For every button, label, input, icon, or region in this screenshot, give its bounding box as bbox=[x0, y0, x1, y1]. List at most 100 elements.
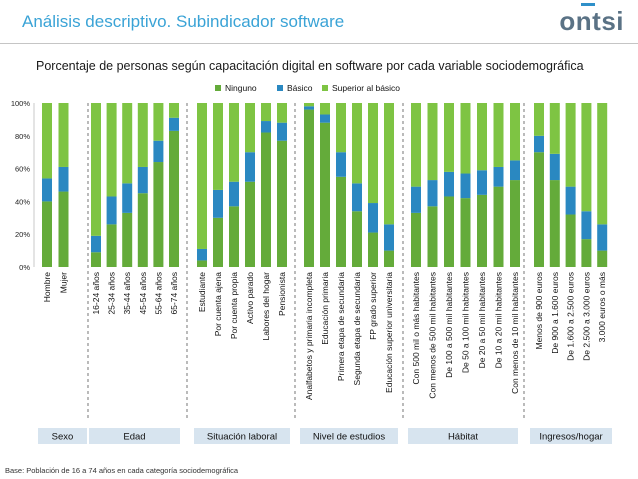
bar-basico bbox=[42, 178, 52, 202]
bar-basico bbox=[411, 186, 421, 213]
bar-superior bbox=[91, 103, 101, 236]
footnote: Base: Población de 16 a 74 años en cada … bbox=[5, 466, 239, 475]
bar-ninguno bbox=[197, 260, 207, 267]
bar-ninguno bbox=[352, 211, 362, 267]
category-label: 65-74 años bbox=[169, 272, 179, 315]
bar-basico bbox=[304, 106, 314, 110]
bar-superior bbox=[352, 103, 362, 184]
bar-superior bbox=[384, 103, 394, 225]
bar-basico bbox=[427, 180, 438, 207]
category-label: Estudiante bbox=[197, 272, 207, 312]
bar-superior bbox=[549, 103, 560, 154]
bar-ninguno bbox=[91, 252, 101, 267]
category-label: 3.000 euros o más bbox=[597, 272, 607, 342]
category-label: De 900 a 1.600 euros bbox=[550, 272, 560, 354]
bar-superior bbox=[460, 103, 471, 174]
category-label: De 20 a 50 mil habitantes bbox=[477, 272, 487, 368]
chart-title: Porcentaje de personas según capacitació… bbox=[36, 59, 584, 73]
bar-superior bbox=[320, 103, 330, 115]
y-tick-label: 80% bbox=[15, 132, 30, 141]
bar-basico bbox=[245, 152, 255, 182]
bar-superior bbox=[277, 103, 287, 123]
group-label-box bbox=[408, 428, 518, 444]
bar-ninguno bbox=[245, 181, 255, 267]
y-tick-label: 20% bbox=[15, 230, 30, 239]
ontsi-logo: ontsi bbox=[559, 3, 624, 37]
bar-ninguno bbox=[336, 176, 346, 267]
bar-ninguno bbox=[137, 193, 148, 267]
bar-basico bbox=[460, 173, 471, 199]
bar-basico bbox=[58, 166, 69, 192]
group-label-box bbox=[38, 428, 87, 444]
bar-basico bbox=[444, 171, 454, 197]
bar-superior bbox=[368, 103, 378, 204]
category-label: Menos de 900 euros bbox=[534, 272, 544, 350]
bar-basico bbox=[384, 224, 394, 251]
header-divider bbox=[0, 43, 638, 44]
category-label: Mujer bbox=[59, 272, 69, 293]
bar-basico bbox=[510, 160, 520, 181]
bar-ninguno bbox=[320, 122, 330, 268]
bar-basico bbox=[229, 181, 239, 207]
bar-basico bbox=[352, 183, 362, 212]
category-label: Segunda etapa de secundaria bbox=[352, 272, 362, 386]
category-label: Con menos de 10 mil habitantes bbox=[510, 272, 520, 394]
page-title: Análisis descriptivo. Subindicador softw… bbox=[22, 12, 345, 31]
group-label: Nivel de estudios bbox=[313, 432, 386, 443]
legend-swatch bbox=[215, 85, 221, 91]
bar-superior bbox=[427, 103, 438, 181]
category-label: 35-44 años bbox=[122, 272, 132, 315]
bar-basico bbox=[277, 122, 287, 141]
bar-basico bbox=[493, 166, 504, 187]
bar-basico bbox=[91, 235, 101, 253]
bar-basico bbox=[197, 248, 207, 261]
bar-superior bbox=[411, 103, 421, 187]
bar-superior bbox=[137, 103, 148, 167]
bar-basico bbox=[565, 186, 576, 215]
category-label: 25-34 años bbox=[107, 272, 117, 315]
bar-basico bbox=[368, 203, 378, 233]
category-label: FP grado superior bbox=[368, 272, 378, 340]
bar-ninguno bbox=[229, 206, 239, 267]
bar-superior bbox=[106, 103, 117, 197]
bar-ninguno bbox=[153, 162, 164, 267]
bar-basico bbox=[549, 153, 560, 181]
legend-label: Superior al básico bbox=[332, 83, 400, 93]
bar-basico bbox=[122, 183, 133, 213]
bar-ninguno bbox=[368, 232, 378, 267]
y-tick-label: 60% bbox=[15, 165, 30, 174]
group-label: Hábitat bbox=[448, 432, 478, 443]
bar-superior bbox=[169, 103, 179, 118]
bar-ninguno bbox=[213, 217, 223, 267]
bar-ninguno bbox=[581, 239, 592, 267]
group-label: Sexo bbox=[52, 432, 74, 443]
bar-ninguno bbox=[565, 214, 576, 267]
bar-superior bbox=[581, 103, 592, 212]
group-label-box bbox=[300, 428, 398, 444]
bar-ninguno bbox=[460, 198, 471, 267]
bar-superior bbox=[336, 103, 346, 153]
bar-ninguno bbox=[411, 212, 421, 267]
y-tick-label: 0% bbox=[19, 263, 30, 272]
bar-ninguno bbox=[384, 250, 394, 267]
bar-basico bbox=[597, 224, 608, 251]
bar-superior bbox=[444, 103, 454, 172]
bar-superior bbox=[510, 103, 520, 161]
category-label: 55-64 años bbox=[153, 272, 163, 315]
bar-basico bbox=[477, 170, 487, 195]
group-label-box bbox=[530, 428, 612, 444]
bar-superior bbox=[493, 103, 504, 167]
category-label: Hombre bbox=[42, 272, 52, 303]
category-label: De 50 a 100 mil habitantes bbox=[461, 272, 471, 373]
bar-superior bbox=[304, 103, 314, 107]
category-label: Educación superior universitaria bbox=[384, 272, 394, 393]
category-label: De 2.500 a 3.000 euros bbox=[581, 272, 591, 361]
bar-basico bbox=[169, 117, 179, 131]
bar-basico bbox=[581, 211, 592, 240]
bar-basico bbox=[336, 152, 346, 177]
bar-ninguno bbox=[169, 130, 179, 267]
category-label: De 10 a 20 mil habitantes bbox=[494, 272, 504, 368]
category-label: De 1.600 a 2.500 euros bbox=[566, 272, 576, 361]
bar-ninguno bbox=[444, 196, 454, 267]
bar-ninguno bbox=[493, 186, 504, 267]
